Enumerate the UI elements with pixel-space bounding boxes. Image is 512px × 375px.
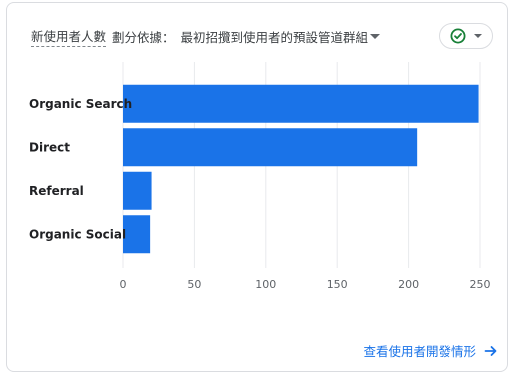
x-tick-label: 150 xyxy=(327,278,348,291)
x-tick-label: 250 xyxy=(470,278,491,291)
x-tick-label: 200 xyxy=(398,278,419,291)
category-label: Organic Search xyxy=(29,97,132,111)
x-tick-label: 50 xyxy=(187,278,201,291)
bar xyxy=(123,171,152,210)
chevron-down-icon[interactable] xyxy=(370,33,381,39)
bar xyxy=(123,215,151,254)
breakdown-label: 劃分依據： xyxy=(112,29,175,45)
dimension-selector[interactable]: 最初招攬到使用者的預設管道群組 xyxy=(180,29,369,45)
category-label: Direct xyxy=(29,140,70,154)
view-user-acquisition-link[interactable]: 查看使用者開發情形 xyxy=(363,341,498,360)
check-circle-icon xyxy=(450,28,466,44)
chart-header: 新使用者人數 劃分依據： 最初招攬到使用者的預設管道群組 xyxy=(31,25,381,47)
footer-link-label: 查看使用者開發情形 xyxy=(363,344,476,359)
bar xyxy=(123,84,479,123)
status-dropdown-button[interactable] xyxy=(439,23,493,49)
bar xyxy=(123,128,418,167)
arrow-right-icon xyxy=(484,345,497,356)
metric-selector[interactable]: 新使用者人數 xyxy=(31,26,107,47)
category-label: Organic Social xyxy=(29,227,126,241)
category-label: Referral xyxy=(29,184,84,198)
chart-card: 新使用者人數 劃分依據： 最初招攬到使用者的預設管道群組 xyxy=(6,2,508,372)
x-tick-label: 100 xyxy=(255,278,276,291)
chevron-down-icon xyxy=(474,34,482,38)
x-tick-label: 0 xyxy=(120,278,127,291)
